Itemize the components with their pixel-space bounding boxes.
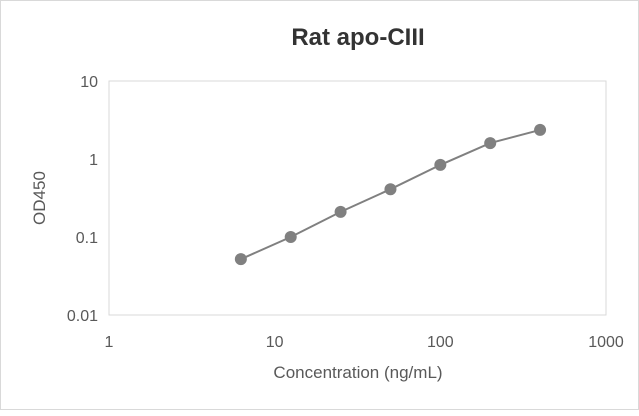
- data-point: [434, 158, 447, 171]
- x-tick-label: 1000: [588, 334, 624, 351]
- chart-title: Rat apo-CIII: [291, 24, 424, 51]
- data-point: [384, 183, 397, 196]
- x-tick-label: 10: [266, 334, 284, 351]
- y-tick-label: 0.1: [76, 230, 98, 247]
- data-point: [334, 205, 347, 218]
- data-point: [234, 253, 247, 266]
- y-tick-label: 10: [80, 74, 98, 91]
- data-point: [284, 231, 297, 243]
- plot-area: [108, 80, 607, 316]
- y-axis-label: OD450: [30, 171, 49, 225]
- y-tick-label: 0.01: [67, 308, 98, 325]
- data-point: [534, 123, 547, 136]
- x-axis-label: Concentration (ng/mL): [273, 363, 442, 382]
- data-point: [484, 137, 497, 150]
- y-tick-label: 1: [89, 152, 98, 169]
- x-tick-label: 100: [427, 334, 454, 351]
- x-tick-label: 1: [105, 334, 114, 351]
